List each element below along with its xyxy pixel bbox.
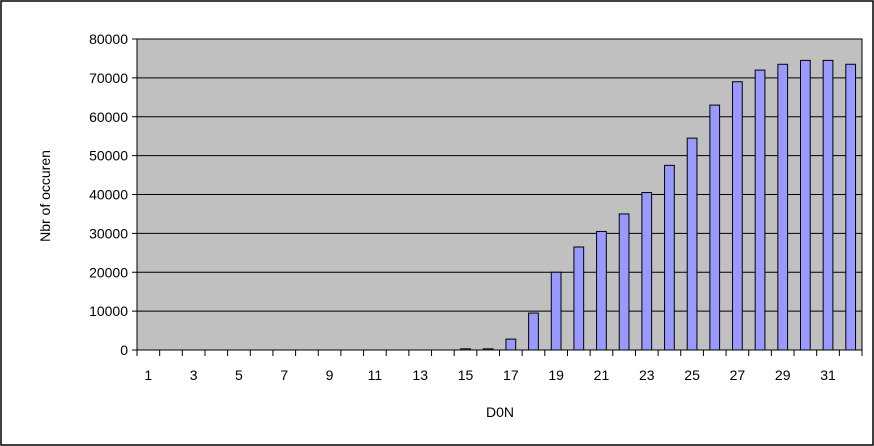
y-tick-label: 40000 xyxy=(89,187,128,203)
x-tick-label: 17 xyxy=(503,367,519,383)
x-tick-label: 27 xyxy=(730,367,746,383)
bar-27 xyxy=(732,81,743,351)
y-tick-label: 70000 xyxy=(89,70,128,86)
x-tick-label: 13 xyxy=(412,367,428,383)
bar-20 xyxy=(573,246,585,351)
y-tick-label: 50000 xyxy=(89,148,128,164)
x-axis-title: D0N xyxy=(486,404,514,420)
x-tick-label: 31 xyxy=(820,367,836,383)
y-tick-label: 10000 xyxy=(89,303,128,319)
y-tick-label: 0 xyxy=(120,342,128,358)
x-tick-label: 23 xyxy=(639,367,655,383)
y-ticks: 0 10000 20000 30000 40000 50000 60000 70000 8000… xyxy=(89,31,137,358)
x-tick-label: 5 xyxy=(235,367,243,383)
y-tick-label: 60000 xyxy=(89,109,128,125)
x-tick-label: 19 xyxy=(548,367,564,383)
bar-28 xyxy=(754,69,766,351)
x-ticks: 1 3 5 7 9 11 13 15 17 19 21 23 25 27 29 31 xyxy=(136,350,863,383)
bar-19 xyxy=(550,271,562,351)
bar-22 xyxy=(618,213,630,351)
bar-32 xyxy=(845,63,857,351)
y-tick-label: 80000 xyxy=(89,31,128,47)
bar-25 xyxy=(686,137,698,351)
bar-15 xyxy=(460,348,471,351)
x-tick-label: 3 xyxy=(190,367,198,383)
y-tick-label: 20000 xyxy=(89,264,128,280)
bars xyxy=(460,59,857,351)
x-tick-label: 1 xyxy=(144,367,152,383)
bar-30 xyxy=(799,59,811,351)
bar-24 xyxy=(664,164,675,351)
x-tick-label: 21 xyxy=(594,367,610,383)
x-tick-label: 29 xyxy=(775,367,791,383)
x-tick-label: 15 xyxy=(458,367,474,383)
bar-18 xyxy=(528,312,539,351)
bar-21 xyxy=(596,230,607,351)
bar-16 xyxy=(482,348,494,351)
x-tick-label: 25 xyxy=(684,367,700,383)
y-axis-title: Nbr of occuren xyxy=(37,150,53,242)
y-tick-label: 30000 xyxy=(89,225,128,241)
bar-26 xyxy=(709,104,721,351)
x-tick-label: 11 xyxy=(368,367,383,383)
x-tick-label: 9 xyxy=(326,367,334,383)
x-tick-label: 7 xyxy=(280,367,288,383)
bar-29 xyxy=(777,63,789,351)
bar-17 xyxy=(505,338,517,351)
bar-23 xyxy=(641,192,653,351)
bar-31 xyxy=(822,59,834,351)
